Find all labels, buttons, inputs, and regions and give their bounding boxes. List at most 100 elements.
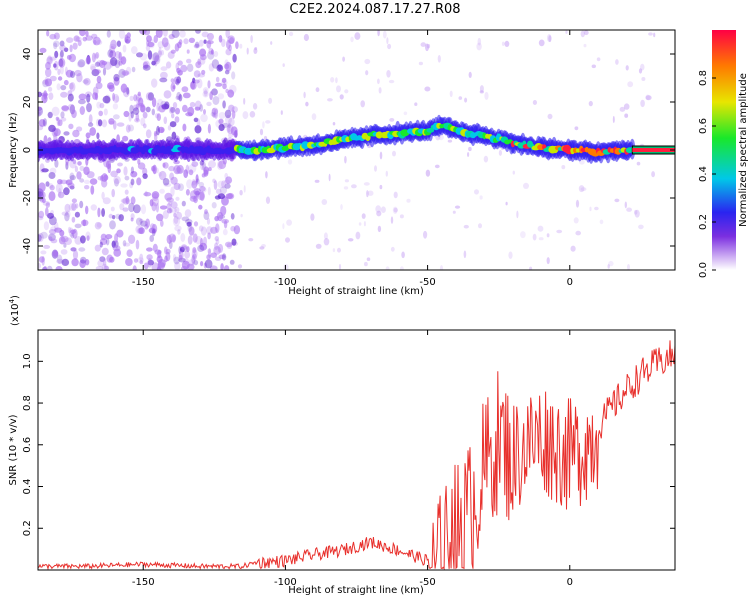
spectrogram-ridge bbox=[38, 114, 675, 164]
noise-speckle bbox=[173, 256, 180, 265]
noise-speckle bbox=[142, 60, 150, 69]
noise-speckle bbox=[638, 68, 643, 74]
spectrogram-x-ticks: -150 -100 -50 0 bbox=[132, 30, 573, 288]
noise-speckle bbox=[159, 77, 168, 83]
noise-speckle bbox=[199, 48, 207, 57]
noise-speckle bbox=[74, 223, 82, 229]
noise-speckle bbox=[214, 242, 219, 250]
colorbar-tick-label: 0.8 bbox=[698, 70, 709, 86]
colorbar-tick-label: 0.0 bbox=[698, 262, 709, 278]
noise-speckle bbox=[173, 216, 179, 224]
noise-speckle bbox=[215, 76, 220, 83]
noise-speckle bbox=[49, 56, 57, 61]
noise-speckle bbox=[96, 101, 102, 109]
noise-speckle bbox=[67, 93, 74, 102]
noise-speckle bbox=[588, 100, 593, 107]
noise-speckle bbox=[204, 209, 208, 215]
noise-speckle bbox=[82, 36, 88, 42]
noise-speckle bbox=[400, 266, 404, 270]
noise-speckle bbox=[651, 171, 655, 178]
noise-speckle bbox=[364, 58, 371, 65]
noise-speckle bbox=[388, 79, 395, 84]
noise-speckle bbox=[151, 192, 159, 202]
noise-speckle bbox=[252, 103, 258, 110]
noise-speckle bbox=[377, 225, 382, 233]
noise-speckle bbox=[188, 226, 195, 236]
y-tick-label: -20 bbox=[22, 190, 33, 206]
noise-speckle bbox=[140, 117, 146, 127]
noise-speckle bbox=[137, 162, 146, 170]
noise-speckle bbox=[69, 172, 75, 181]
noise-speckle bbox=[207, 167, 212, 172]
noise-speckle bbox=[235, 41, 239, 49]
noise-speckle bbox=[133, 204, 141, 214]
noise-speckle bbox=[112, 215, 116, 220]
noise-speckle bbox=[227, 192, 235, 200]
noise-speckle bbox=[89, 127, 96, 136]
noise-speckle bbox=[76, 126, 83, 132]
noise-speckle bbox=[464, 97, 468, 103]
x-tick-label: -150 bbox=[132, 277, 155, 288]
colorbar-gradient bbox=[712, 30, 736, 270]
noise-speckle bbox=[55, 116, 59, 121]
noise-speckle bbox=[425, 169, 431, 177]
noise-speckle bbox=[192, 247, 197, 254]
noise-speckle bbox=[92, 92, 98, 100]
noise-speckle bbox=[153, 35, 158, 43]
noise-speckle bbox=[106, 30, 111, 38]
noise-speckle bbox=[155, 202, 159, 213]
noise-speckle bbox=[340, 204, 343, 210]
noise-speckle bbox=[615, 59, 619, 65]
noise-speckle bbox=[195, 41, 200, 48]
noise-speckle bbox=[386, 70, 391, 78]
noise-speckle bbox=[367, 190, 374, 196]
noise-speckle bbox=[170, 49, 176, 54]
noise-speckle bbox=[71, 258, 79, 267]
noise-speckle bbox=[186, 179, 193, 189]
noise-speckle bbox=[132, 104, 139, 111]
noise-speckle bbox=[139, 53, 148, 61]
noise-speckle bbox=[420, 42, 427, 47]
noise-speckle bbox=[645, 95, 652, 101]
noise-speckle bbox=[197, 244, 205, 252]
noise-speckle bbox=[149, 235, 154, 242]
noise-speckle bbox=[160, 128, 164, 133]
noise-speckle bbox=[113, 176, 121, 184]
noise-speckle bbox=[86, 93, 91, 103]
noise-speckle bbox=[153, 130, 158, 137]
noise-speckle bbox=[99, 241, 103, 248]
noise-speckle bbox=[140, 105, 146, 113]
noise-speckle bbox=[303, 91, 306, 99]
noise-speckle bbox=[119, 203, 125, 211]
noise-speckle bbox=[67, 104, 75, 111]
noise-speckle bbox=[126, 249, 133, 257]
noise-speckle bbox=[72, 129, 80, 138]
noise-speckle bbox=[382, 30, 387, 39]
noise-speckle bbox=[122, 240, 127, 247]
noise-speckle bbox=[124, 175, 130, 181]
noise-speckle bbox=[207, 248, 211, 254]
x-tick-label: -50 bbox=[419, 277, 435, 288]
noise-speckle bbox=[191, 161, 199, 167]
noise-speckle bbox=[259, 128, 264, 136]
noise-speckle bbox=[207, 232, 211, 240]
noise-speckle bbox=[108, 84, 115, 92]
noise-speckle bbox=[49, 184, 55, 191]
noise-speckle bbox=[116, 168, 121, 174]
noise-speckle bbox=[172, 102, 178, 109]
noise-speckle bbox=[135, 217, 143, 226]
noise-speckle bbox=[105, 237, 110, 246]
noise-speckle bbox=[100, 175, 104, 182]
noise-speckle bbox=[110, 170, 118, 178]
noise-speckle bbox=[366, 257, 371, 262]
noise-speckle bbox=[224, 183, 231, 189]
noise-speckle bbox=[339, 94, 344, 100]
noise-speckle bbox=[110, 39, 117, 50]
noise-speckle bbox=[170, 186, 175, 197]
noise-speckle bbox=[181, 216, 190, 222]
noise-speckle bbox=[159, 170, 167, 181]
noise-speckle bbox=[225, 48, 232, 56]
noise-speckle bbox=[172, 254, 177, 262]
noise-speckle bbox=[243, 97, 246, 105]
noise-speckle bbox=[175, 211, 183, 220]
